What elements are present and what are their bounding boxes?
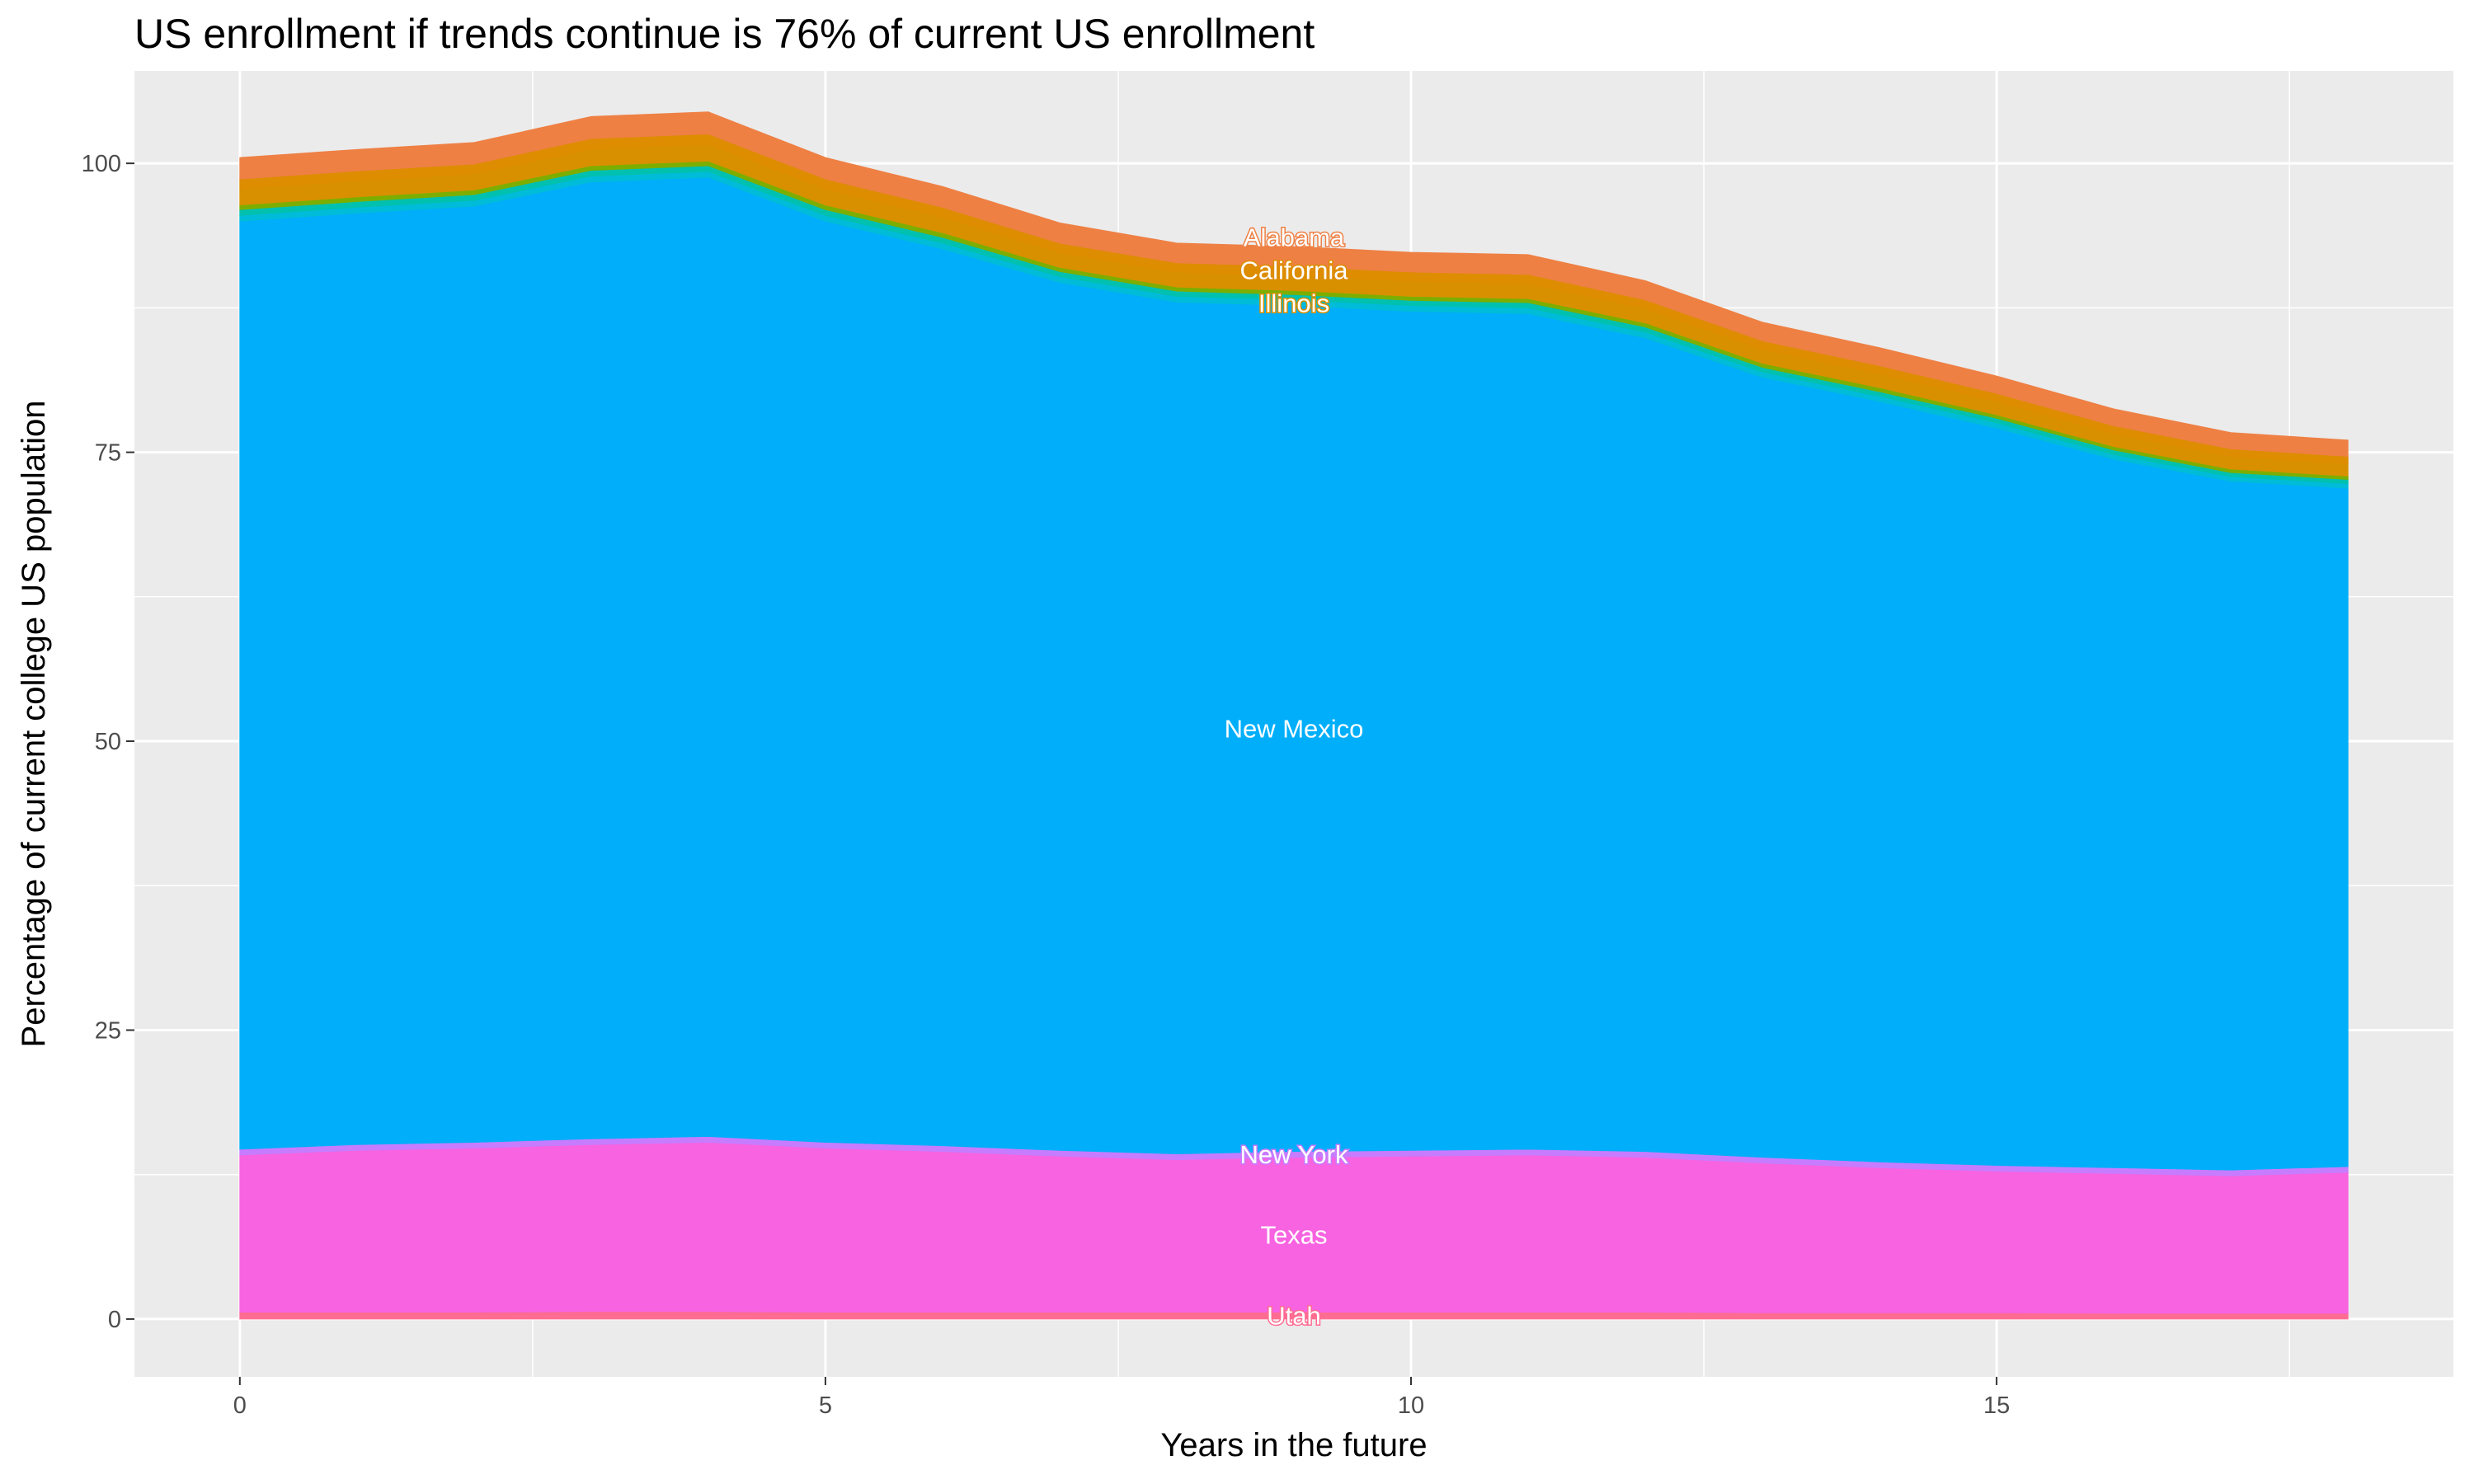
series-label: Texas — [1261, 1221, 1328, 1250]
x-tick-label: 5 — [819, 1392, 832, 1419]
x-axis-label: Years in the future — [1160, 1427, 1427, 1463]
area-alabama — [239, 111, 2349, 458]
y-tick-label: 50 — [95, 729, 121, 755]
x-tick-label: 0 — [233, 1392, 247, 1419]
x-tick-label: 10 — [1398, 1392, 1424, 1419]
series-label: Utah — [1267, 1302, 1320, 1331]
series-label: New Mexico — [1225, 715, 1364, 744]
y-tick-label: 75 — [95, 440, 121, 467]
series-label: Alabama — [1244, 223, 1345, 252]
y-tick-label: 25 — [95, 1017, 121, 1044]
ticks: 0 5 10 15 0 25 50 75 100 — [82, 151, 2011, 1419]
areas — [239, 111, 2349, 1320]
series-labels: Alabama California Illinois New Mexico New Y… — [1223, 222, 1365, 1331]
x-tick-label: 15 — [1983, 1392, 2010, 1419]
series-label: Illinois — [1258, 289, 1329, 318]
y-axis-label: Percentage of current college US populat… — [16, 401, 52, 1048]
y-tick-label: 100 — [82, 151, 121, 177]
series-label: New York — [1240, 1140, 1348, 1169]
y-tick-label: 0 — [108, 1307, 121, 1333]
series-label: California — [1240, 256, 1349, 285]
chart-title: US enrollment if trends continue is 76% … — [134, 11, 1315, 57]
